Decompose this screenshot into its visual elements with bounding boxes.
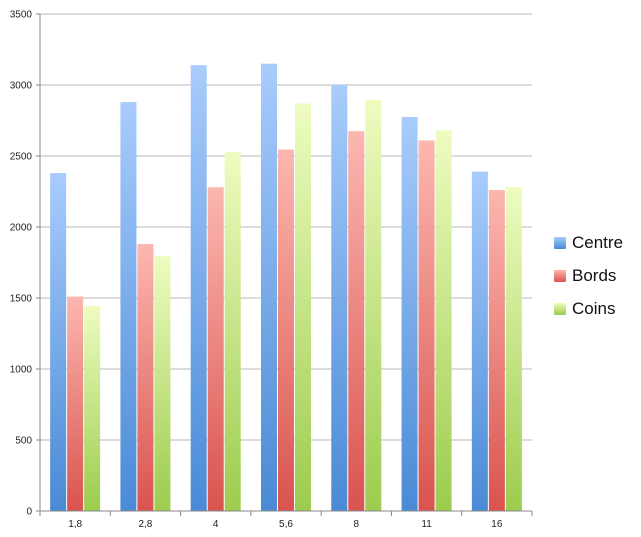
legend-swatch-coins (554, 302, 566, 315)
bar-bords-3 (278, 149, 294, 512)
bar-bords-5 (418, 140, 435, 511)
bar-coins-2 (224, 151, 241, 512)
bar-coins-4 (365, 99, 382, 511)
bar-coins-6 (505, 187, 522, 512)
x-tick-label: 2,8 (138, 519, 152, 530)
bar-bords-0 (67, 296, 84, 511)
bar-coins-3 (295, 103, 311, 512)
legend-swatch-centre (554, 236, 566, 249)
x-tick-label: 8 (354, 519, 360, 530)
bar-centre-1 (120, 102, 137, 511)
axes (39, 14, 533, 516)
bar-centre-6 (471, 171, 488, 511)
x-tick-label: 4 (213, 519, 219, 530)
bars (50, 63, 522, 512)
legend-item-centre: Centre (554, 226, 640, 259)
bar-bords-6 (488, 190, 505, 511)
y-tick-label: 2500 (10, 152, 33, 163)
y-tick-label: 0 (26, 507, 32, 518)
x-tick-label: 16 (491, 519, 503, 530)
bar-bords-1 (137, 244, 154, 512)
bar-bords-2 (207, 187, 224, 512)
bar-centre-4 (331, 85, 348, 511)
y-tick-labels: 0 500 1000 1500 2000 2500 3000 3500 (10, 10, 33, 518)
x-tick-labels: 1,8 2,8 4 5,6 8 11 16 (68, 519, 503, 530)
y-tick-label: 3000 (10, 81, 33, 92)
x-tick-label: 11 (421, 519, 432, 530)
y-tick-label: 2000 (10, 223, 33, 234)
bar-coins-1 (154, 256, 171, 511)
legend-swatch-bords (554, 269, 566, 282)
y-tick-label: 3500 (10, 10, 33, 21)
bar-bords-4 (348, 131, 365, 511)
legend-label-centre: Centre (572, 232, 624, 252)
y-tick-label: 500 (15, 436, 32, 447)
y-tick-label: 1500 (10, 294, 33, 305)
bar-coins-0 (84, 305, 101, 511)
x-tick-label: 1,8 (68, 519, 82, 530)
legend: Centre Bords Coins (554, 226, 640, 325)
bar-centre-5 (401, 116, 418, 511)
legend-label-bords: Bords (572, 265, 617, 285)
legend-item-bords: Bords (554, 259, 640, 292)
x-tick-label: 5,6 (279, 519, 293, 530)
bar-coins-5 (435, 130, 452, 511)
bar-centre-3 (261, 63, 277, 511)
legend-label-coins: Coins (572, 298, 616, 318)
bar-centre-0 (50, 173, 67, 512)
legend-item-coins: Coins (554, 292, 640, 325)
y-tick-label: 1000 (10, 365, 33, 376)
bar-centre-2 (190, 65, 207, 512)
